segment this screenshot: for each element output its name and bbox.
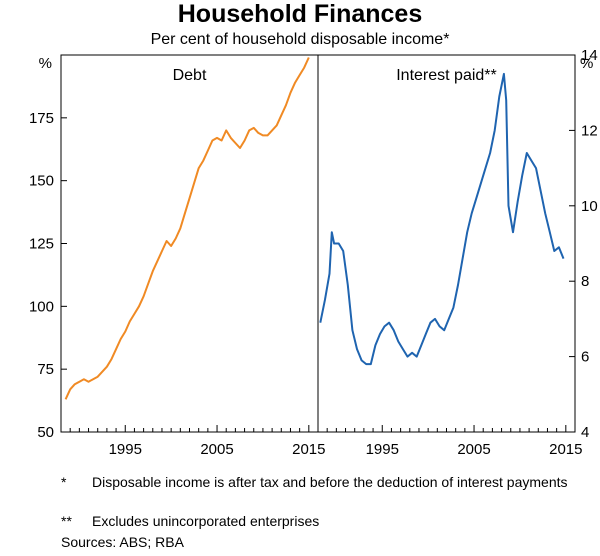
y-tick-label-left: 75 (37, 361, 54, 378)
x-tick-label: 2015 (292, 441, 325, 458)
interest-series-line (319, 72, 565, 366)
y-tick-label-left: 100 (29, 298, 54, 315)
y-tick-label-left: 50 (37, 424, 54, 441)
x-tick-label: 1995 (366, 441, 399, 458)
y-tick-label-right: 12 (581, 122, 598, 139)
y-tick-label-left: 175 (29, 110, 54, 127)
y-unit-left: % (39, 55, 52, 72)
y-unit-right: % (580, 55, 593, 72)
debt-series-line (64, 57, 310, 400)
x-tick-label: 1995 (109, 441, 142, 458)
chart-subtitle: Per cent of household disposable income* (150, 31, 450, 48)
footnote-text: Excludes unincorporated enterprises (92, 513, 320, 529)
chart-title: Household Finances (177, 0, 423, 28)
footnote-text: Disposable income is after tax and befor… (92, 474, 568, 490)
x-tick-label: 2005 (200, 441, 233, 458)
y-tick-label-right: 4 (581, 424, 589, 441)
y-tick-label-left: 150 (29, 173, 54, 190)
footnote-mark: * (61, 474, 67, 490)
y-tick-label-right: 14 (581, 47, 598, 64)
y-tick-label-right: 8 (581, 273, 589, 290)
panel-title-debt: Debt (173, 67, 207, 84)
y-tick-label-right: 6 (581, 349, 589, 366)
sources-note: Sources: ABS; RBA (61, 534, 184, 550)
y-tick-label-left: 125 (29, 236, 54, 253)
x-tick-label: 2015 (549, 441, 582, 458)
panel-title-interest: Interest paid** (396, 67, 497, 84)
y-tick-label-right: 10 (581, 198, 598, 215)
footnote-mark: ** (61, 513, 72, 529)
x-tick-label: 2005 (457, 441, 490, 458)
